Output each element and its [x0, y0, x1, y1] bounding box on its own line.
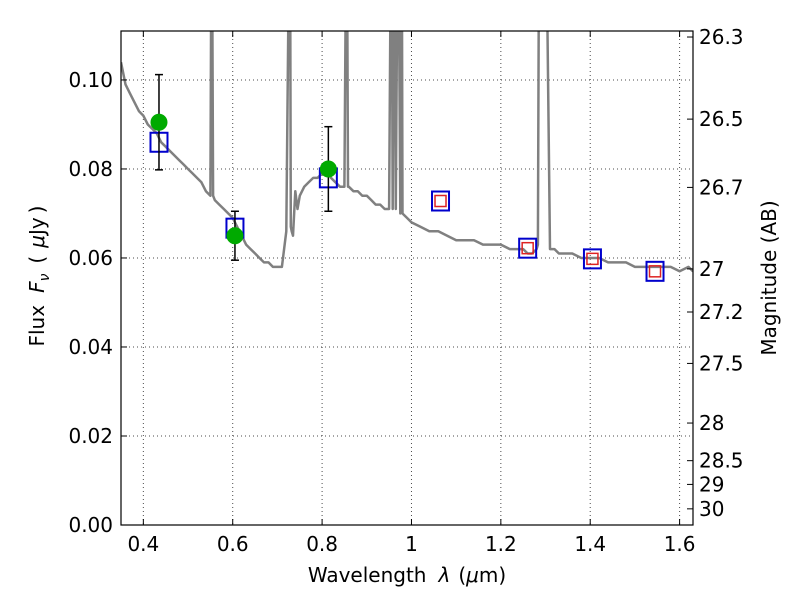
x-tick-label: 1	[405, 532, 418, 556]
model-photometry-square	[431, 190, 451, 212]
y2-tick-label: 27.5	[699, 351, 744, 375]
y2-tick-label: 26.3	[699, 25, 744, 49]
predicted-square	[521, 241, 534, 255]
y-tick-label: 0.06	[68, 246, 113, 270]
y-axis-title-unit-rest: Jy	[25, 217, 49, 237]
x-tick-label: 0.6	[217, 532, 249, 556]
x-tick-label: 0.8	[306, 532, 338, 556]
x-axis-title-word: Wavelength	[308, 563, 427, 587]
predicted-square	[586, 252, 599, 266]
y-tick-label: 0.02	[68, 424, 113, 448]
y-axis-title-symbol: F	[25, 281, 49, 293]
y2-tick-label: 26.5	[699, 107, 744, 131]
y-axis-title-unit-close: )	[25, 205, 49, 213]
plot-frame	[120, 30, 694, 526]
x-axis-title-unit-mu: μ	[465, 563, 479, 587]
y-axis-title-unit-mu: μ	[25, 235, 49, 249]
y2-tick-label: 27.2	[699, 300, 744, 324]
x-axis-title: Wavelength λ (μm)	[308, 563, 506, 587]
model-photometry-square	[518, 237, 538, 259]
x-axis-title-unit-rest: m)	[479, 563, 506, 587]
ticks: 0.4 0.6 0.8 1 1.2 1.4 1.6 0.00 0.02 0.04 0.06 0.08 0…	[68, 25, 743, 556]
y2-tick-label: 29	[699, 472, 724, 496]
x-axis-title-symbol: λ	[437, 563, 450, 587]
observed-point	[150, 113, 168, 131]
predicted-square	[434, 194, 447, 208]
series-layer	[121, 31, 693, 282]
y-axis-title-unit-open: (	[25, 256, 49, 264]
predicted-square	[648, 265, 662, 278]
y-tick-label: 0.08	[68, 157, 113, 181]
x-tick-label: 1.4	[574, 532, 606, 556]
y-tick-label: 0.04	[68, 335, 113, 359]
y-tick-label: 0.10	[68, 68, 113, 92]
y-axis-title: Flux Fν ( μJy)	[25, 205, 53, 346]
x-axis-title-unit-open: (	[458, 563, 466, 587]
x-tick-label: 0.4	[127, 532, 159, 556]
observed-point	[319, 160, 337, 178]
x-tick-label: 1.2	[485, 532, 517, 556]
y2-tick-label: 28.5	[699, 449, 744, 473]
y-tick-label: 0.00	[68, 513, 113, 537]
y-axis-title-word: Flux	[25, 305, 49, 347]
model-spectrum-line	[121, 31, 693, 273]
x-tick-label: 1.6	[664, 532, 696, 556]
model-photometry-square	[645, 260, 665, 282]
model-photometry-square	[582, 248, 602, 270]
y2-axis-title: Magnitude (AB)	[757, 200, 781, 355]
y2-tick-label: 27	[699, 257, 724, 281]
y2-tick-label: 28	[699, 411, 724, 435]
y2-tick-label: 26.7	[699, 175, 744, 199]
observed-point	[226, 227, 244, 245]
y-axis-title-symbol-sub: ν	[37, 273, 53, 281]
y2-tick-label: 30	[699, 497, 724, 521]
